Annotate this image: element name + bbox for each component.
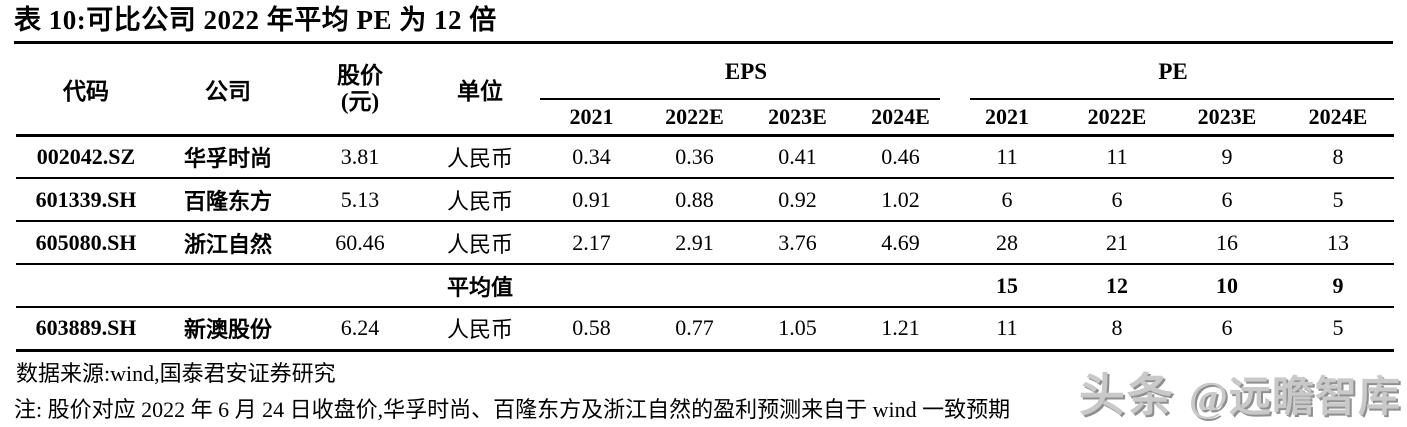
group-header-eps-label: EPS (724, 59, 768, 84)
eps-year-2023e: 2023E (768, 103, 827, 129)
col-header-unit: 单位 (457, 78, 503, 104)
cell-pe-2024e: 5 (1332, 186, 1344, 212)
cell-company: 浙江自然 (183, 231, 272, 257)
pe-group-underline (970, 98, 1395, 100)
header-year-row: 2021 2022E 2023E 2024E 2021 2022E 2023E … (16, 100, 1395, 135)
cell-eps-2023e: 3.76 (778, 229, 817, 255)
cell-eps-2021: 0.91 (572, 186, 611, 212)
cell-pe-2024e: 8 (1332, 143, 1344, 169)
cell-price: 60.46 (335, 229, 385, 255)
cell-eps-2023e: 0.92 (778, 186, 817, 212)
cell-pe-2021: 11 (996, 143, 1018, 169)
col-header-code: 代码 (63, 78, 109, 104)
cell-eps-2022e: 0.88 (675, 186, 714, 212)
cell-pe-2021: 28 (996, 229, 1018, 255)
cell-company: 华孚时尚 (183, 145, 272, 171)
cell-unit: 人民币 (446, 231, 513, 257)
cell-eps-2022e: 2.91 (675, 229, 714, 255)
cell-eps-2024e: 0.46 (881, 143, 920, 169)
col-header-price-line1: 股价 (337, 62, 383, 88)
cell-pe-2024e: 9 (1332, 272, 1344, 298)
footnote: 注: 股价对应 2022 年 6 月 24 日收盘价,华孚时尚、百隆东方及浙江自… (14, 396, 1011, 422)
cell-pe-2022e: 11 (1106, 143, 1128, 169)
cell-eps-2023e: 1.05 (778, 315, 817, 341)
col-header-price-line2: (元) (340, 88, 380, 114)
eps-year-2021: 2021 (569, 103, 614, 129)
cell-eps-2024e (849, 264, 952, 307)
pe-year-2024e: 2024E (1308, 103, 1368, 129)
cell-pe-2022e: 8 (1111, 315, 1123, 341)
pe-year-2023e: 2023E (1197, 103, 1257, 129)
table-row-average: 平均值 15 12 10 9 (16, 264, 1395, 307)
eps-year-2024e: 2024E (871, 103, 930, 129)
cell-average-label: 平均值 (446, 274, 513, 300)
cell-pe-2021: 6 (1001, 186, 1013, 212)
table-title: 表 10:可比公司 2022 年平均 PE 为 12 倍 (14, 5, 497, 35)
cell-unit: 人民币 (446, 145, 513, 171)
cell-eps-2021: 2.17 (572, 229, 611, 255)
cell-code: 603889.SH (35, 315, 137, 341)
col-header-company: 公司 (205, 78, 251, 104)
cell-eps-2021: 0.34 (572, 143, 611, 169)
cell-pe-2023e: 6 (1221, 186, 1233, 212)
title-rule (14, 41, 1393, 44)
cell-company: 新澳股份 (183, 317, 272, 343)
cell-eps-2023e (746, 264, 849, 307)
group-header-pe-label: PE (1158, 59, 1188, 84)
table-row-zhejiang: 605080.SH 浙江自然 60.46 人民币 2.17 2.91 3.76 … (16, 221, 1395, 264)
cell-eps-2022e: 0.36 (675, 143, 714, 169)
cell-eps-2024e: 1.21 (881, 315, 920, 341)
cell-pe-2024e: 5 (1332, 315, 1344, 341)
pe-year-2021: 2021 (985, 103, 1029, 129)
cell-code: 605080.SH (35, 229, 137, 255)
group-header-pe: PE (952, 44, 1395, 100)
cell-pe-2021: 11 (996, 315, 1018, 341)
eps-group-underline (540, 98, 940, 100)
cell-price: 6.24 (340, 315, 380, 341)
cell-company: 百隆东方 (183, 188, 272, 214)
table-row-bailong: 601339.SH 百隆东方 5.13 人民币 0.91 0.88 0.92 1… (16, 178, 1395, 221)
cell-pe-2023e: 6 (1221, 315, 1233, 341)
cell-pe-2023e: 10 (1216, 272, 1238, 298)
cell-eps-2022e (643, 264, 746, 307)
cell-company (156, 264, 300, 307)
cell-eps-2024e: 4.69 (881, 229, 920, 255)
cell-unit: 人民币 (446, 188, 513, 214)
cell-code: 601339.SH (35, 186, 137, 212)
cell-pe-2024e: 13 (1327, 229, 1349, 255)
cell-eps-2021 (540, 264, 643, 307)
cell-code (16, 264, 156, 307)
cell-eps-2023e: 0.41 (778, 143, 817, 169)
cell-price: 3.81 (340, 143, 380, 169)
cell-pe-2023e: 16 (1216, 229, 1238, 255)
header-group-row: 代码 公司 股价 (元) 单位 EPS PE (16, 44, 1395, 114)
cell-pe-2023e: 9 (1221, 143, 1233, 169)
cell-pe-2022e: 21 (1106, 229, 1128, 255)
table-row-xinao: 603889.SH 新澳股份 6.24 人民币 0.58 0.77 1.05 1… (16, 307, 1395, 350)
cell-pe-2022e: 6 (1111, 186, 1123, 212)
cell-unit: 人民币 (446, 317, 513, 343)
cell-eps-2024e: 1.02 (881, 186, 920, 212)
cell-pe-2022e: 12 (1106, 272, 1128, 298)
pe-year-2022e: 2022E (1087, 103, 1147, 129)
cell-eps-2022e: 0.77 (675, 315, 714, 341)
comparable-companies-table: 代码 公司 股价 (元) 单位 EPS PE 2021 2022E (16, 44, 1395, 352)
cell-pe-2021: 15 (996, 272, 1018, 298)
table-row-huafu: 002042.SZ 华孚时尚 3.81 人民币 0.34 0.36 0.41 0… (16, 135, 1395, 178)
col-header-price: 股价 (元) (300, 44, 420, 135)
eps-year-2022e: 2022E (665, 103, 724, 129)
cell-code: 002042.SZ (36, 143, 136, 169)
cell-price: 5.13 (340, 186, 380, 212)
cell-eps-2021: 0.58 (572, 315, 611, 341)
group-header-eps: EPS (540, 44, 952, 100)
data-source-note: 数据来源:wind,国泰君安证券研究 (16, 360, 336, 386)
cell-price (300, 264, 420, 307)
